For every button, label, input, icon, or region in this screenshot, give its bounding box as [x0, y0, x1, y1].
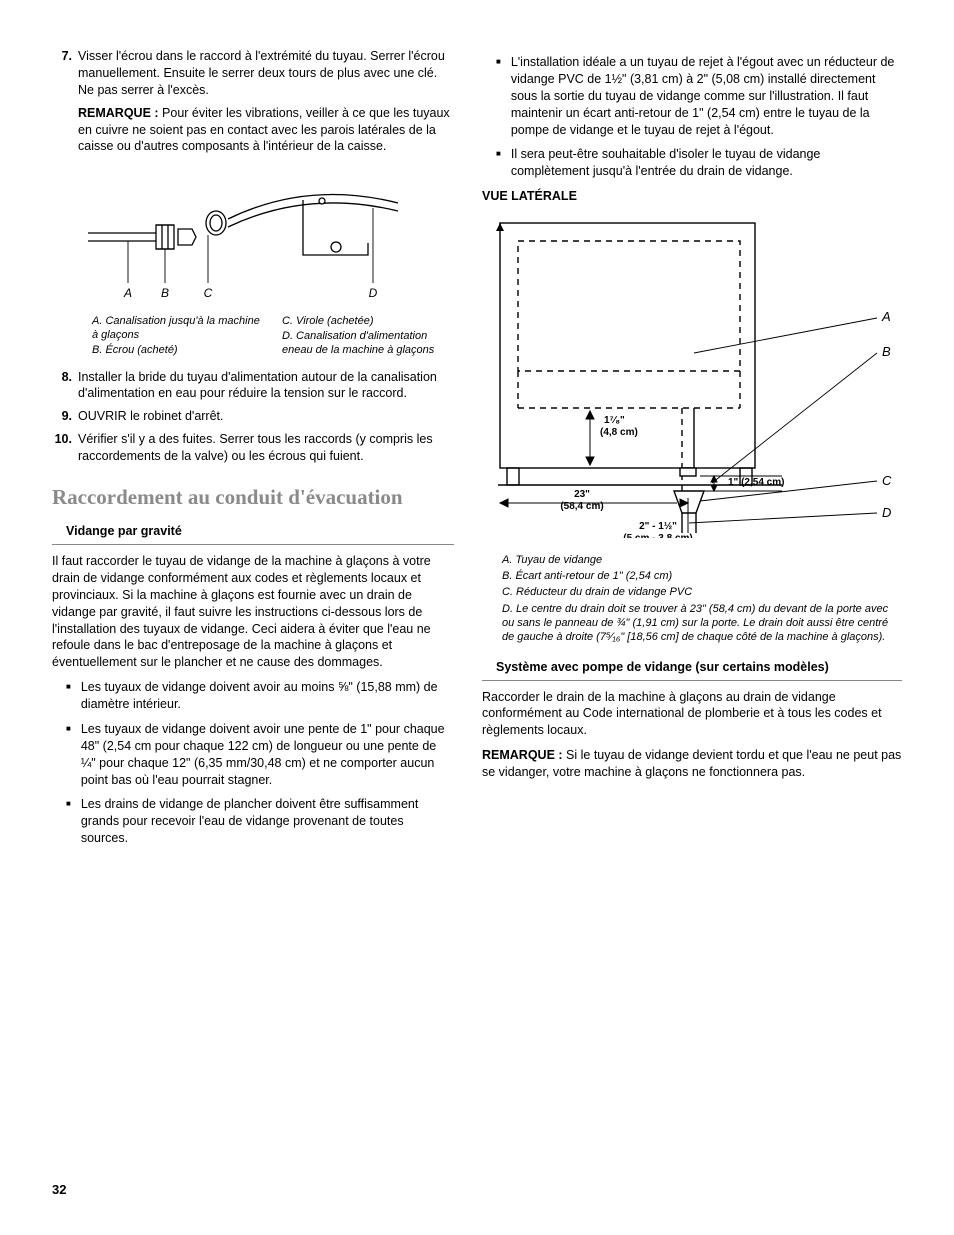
side-view-legend: A. Tuyau de vidange B. Écart anti-retour…	[502, 553, 902, 645]
remark-label: REMARQUE :	[482, 748, 563, 762]
subhead-gravity: Vidange par gravité	[52, 521, 454, 545]
step-10: 10. Vérifier s'il y a des fuites. Serrer…	[52, 431, 454, 465]
svg-text:(5 cm - 3,8 cm): (5 cm - 3,8 cm)	[623, 533, 692, 538]
svg-text:C: C	[204, 286, 213, 300]
paragraph-gravity: Il faut raccorder le tuyau de vidange de…	[52, 553, 454, 671]
step-number: 8.	[52, 369, 78, 403]
svg-text:(58,4 cm): (58,4 cm)	[560, 501, 603, 512]
step-9: 9. OUVRIR le robinet d'arrêt.	[52, 408, 454, 425]
legend-c: C. Réducteur du drain de vidange PVC	[502, 585, 902, 599]
legend-a: A. Tuyau de vidange	[502, 553, 902, 567]
svg-text:1" (2,54 cm): 1" (2,54 cm)	[728, 477, 784, 488]
step-text: Vérifier s'il y a des fuites. Serrer tou…	[78, 431, 454, 465]
svg-text:2" - 1½": 2" - 1½"	[639, 521, 677, 532]
bullet-text: Les drains de vidange de plancher doiven…	[81, 796, 454, 847]
step-text: Visser l'écrou dans le raccord à l'extré…	[78, 48, 454, 99]
step-number: 7.	[52, 48, 78, 99]
step-number: 10.	[52, 431, 78, 465]
svg-text:A: A	[881, 309, 891, 324]
step-7: 7. Visser l'écrou dans le raccord à l'ex…	[52, 48, 454, 99]
side-view-svg: 1⁷⁄₈" (4,8 cm) 1" (2,54 cm)	[482, 213, 902, 538]
step-number: 9.	[52, 408, 78, 425]
remark-pump: REMARQUE : Si le tuyau de vidange devien…	[482, 747, 902, 781]
bullet-text: L'installation idéale a un tuyau de reje…	[511, 54, 902, 138]
step-8: 8. Installer la bride du tuyau d'aliment…	[52, 369, 454, 403]
svg-text:D: D	[882, 505, 891, 520]
step-text: OUVRIR le robinet d'arrêt.	[78, 408, 454, 425]
tube-diagram-svg: A B C D	[78, 175, 438, 305]
remark-label: REMARQUE :	[78, 106, 159, 120]
right-column: L'installation idéale a un tuyau de reje…	[482, 48, 902, 855]
right-bullets: L'installation idéale a un tuyau de reje…	[496, 54, 902, 180]
gravity-bullets: Les tuyaux de vidange doivent avoir au m…	[66, 679, 454, 847]
svg-text:23": 23"	[574, 489, 590, 500]
legend-c: C. Virole (achetée)	[282, 315, 454, 329]
bullet-text: Les tuyaux de vidange doivent avoir une …	[81, 721, 454, 789]
svg-text:(4,8 cm): (4,8 cm)	[600, 427, 638, 438]
svg-text:C: C	[882, 473, 892, 488]
figure-tube-connection: A B C D	[78, 175, 454, 305]
svg-text:B: B	[882, 344, 891, 359]
side-view-heading: VUE LATÉRALE	[482, 188, 902, 205]
svg-text:A: A	[123, 286, 132, 300]
remark-7: REMARQUE : Pour éviter les vibrations, v…	[78, 105, 454, 156]
paragraph-pump: Raccorder le drain de la machine à glaço…	[482, 689, 902, 740]
legend-a: A. Canalisation jusqu'à la machine à gla…	[92, 315, 264, 343]
subhead-pump: Système avec pompe de vidange (sur certa…	[482, 657, 902, 681]
left-column: 7. Visser l'écrou dans le raccord à l'ex…	[52, 48, 454, 855]
legend-d: D. Canalisation d'alimentation eneau de …	[282, 330, 454, 358]
svg-text:D: D	[369, 286, 378, 300]
legend-b: B. Écart anti-retour de 1" (2,54 cm)	[502, 569, 902, 583]
svg-text:B: B	[161, 286, 169, 300]
page-number: 32	[52, 1181, 66, 1199]
figure1-legend: A. Canalisation jusqu'à la machine à gla…	[92, 315, 454, 358]
bullet-text: Il sera peut-être souhaitable d'isoler l…	[511, 146, 902, 180]
legend-d: D. Le centre du drain doit se trouver à …	[502, 602, 902, 645]
two-column-layout: 7. Visser l'écrou dans le raccord à l'ex…	[52, 48, 902, 855]
step-text: Installer la bride du tuyau d'alimentati…	[78, 369, 454, 403]
side-view-diagram: 1⁷⁄₈" (4,8 cm) 1" (2,54 cm)	[482, 213, 902, 543]
section-title: Raccordement au conduit d'évacuation	[52, 483, 454, 511]
bullet-text: Les tuyaux de vidange doivent avoir au m…	[81, 679, 454, 713]
legend-b: B. Écrou (acheté)	[92, 344, 264, 358]
svg-text:1⁷⁄₈": 1⁷⁄₈"	[604, 415, 625, 426]
